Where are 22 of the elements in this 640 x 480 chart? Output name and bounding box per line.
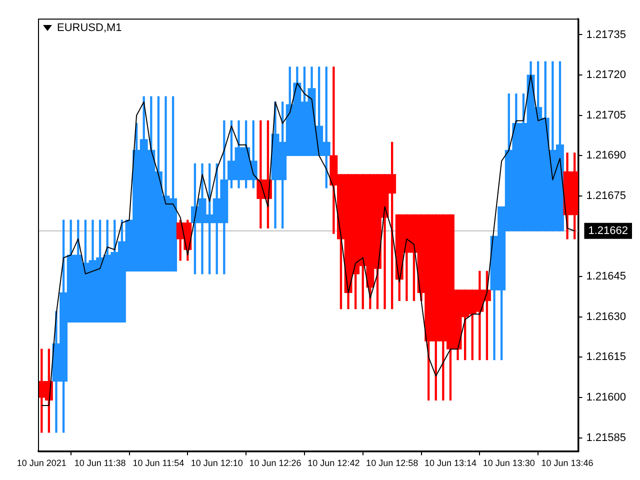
x-tick-label: 10 Jun 13:14 bbox=[424, 458, 476, 468]
y-tick-label: 1.21615 bbox=[586, 351, 626, 364]
y-tick-label: 1.21675 bbox=[586, 190, 626, 202]
y-tick-label: 1.21735 bbox=[586, 28, 626, 41]
y-tick-label: 1.21690 bbox=[586, 150, 626, 162]
x-tick-label: 10 Jun 13:46 bbox=[541, 458, 594, 468]
x-tick-label: 10 Jun 11:54 bbox=[132, 458, 184, 468]
y-tick-label: 1.21705 bbox=[586, 109, 626, 122]
x-tick-label: 10 Jun 11:38 bbox=[74, 458, 126, 468]
y-tick-label: 1.21600 bbox=[586, 391, 626, 404]
y-tick-label: 1.21585 bbox=[586, 432, 626, 444]
x-tick-label: 10 Jun 13:30 bbox=[482, 458, 535, 468]
ref-line-label: 1.21662 bbox=[588, 224, 628, 237]
chart-title: EURUSD,M1 bbox=[57, 22, 122, 34]
x-tick-label: 10 Jun 12:10 bbox=[190, 458, 243, 468]
y-tick-label: 1.21720 bbox=[586, 69, 626, 82]
x-tick-label: 10 Jun 2021 bbox=[16, 458, 66, 468]
x-tick-label: 10 Jun 12:58 bbox=[366, 458, 418, 468]
x-tick-label: 10 Jun 12:26 bbox=[249, 458, 302, 468]
y-tick-label: 1.21630 bbox=[586, 310, 626, 323]
x-tick-label: 10 Jun 12:42 bbox=[308, 458, 360, 468]
y-tick-label: 1.21645 bbox=[586, 270, 626, 283]
